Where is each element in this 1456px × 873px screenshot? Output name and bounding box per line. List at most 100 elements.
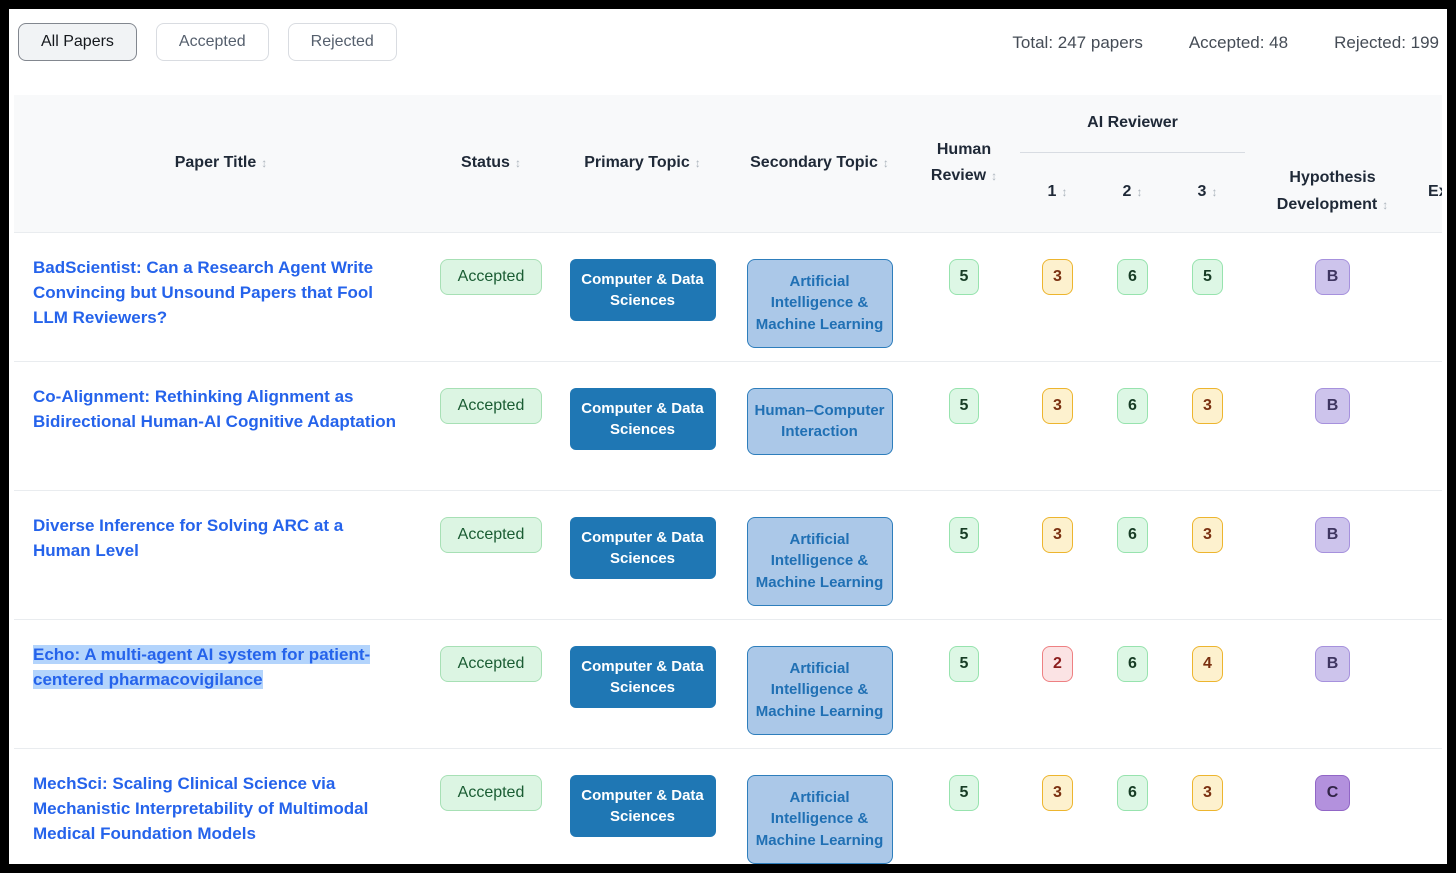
sort-icon: ↕ (1382, 197, 1389, 212)
ai-reviewer-2-score: 6 (1117, 774, 1148, 811)
stats-bar: Total: 247 papers Accepted: 48 Rejected:… (1012, 23, 1439, 53)
column-header-label: 3 (1197, 182, 1207, 200)
secondary-topic-badge: Artificial Intelligence & Machine Learni… (746, 645, 893, 735)
status-badge: Accepted (439, 516, 543, 553)
ai-reviewer-3-score: 5 (1192, 258, 1223, 295)
column-header-human-review[interactable]: Human Review ↕ (908, 95, 1020, 232)
accepted-stat: Accepted: 48 (1188, 33, 1289, 52)
sort-icon: ↕ (1136, 184, 1143, 199)
ai-reviewer-2-score: 6 (1117, 258, 1148, 295)
paper-title-link[interactable]: Co-Alignment: Rethinking Alignment as Bi… (33, 386, 396, 431)
primary-topic-badge: Computer & Data Sciences (569, 516, 716, 579)
ai-reviewer-1-score: 2 (1042, 645, 1073, 682)
column-header-status[interactable]: Status ↕ (428, 95, 554, 232)
table-row: BadScientist: Can a Research Agent Write… (14, 231, 1442, 362)
primary-topic-badge: Computer & Data Sciences (569, 258, 716, 321)
header-spacer (1420, 95, 1442, 152)
table-row: Echo: A multi-agent AI system for patien… (14, 619, 1442, 749)
column-header-label: Primary Topic (584, 154, 690, 172)
sort-icon: ↕ (882, 156, 889, 171)
ai-reviewer-2-score: 6 (1117, 645, 1148, 682)
sort-icon: ↕ (1211, 184, 1218, 199)
hypothesis-development-grade: B (1314, 645, 1351, 682)
column-header-primary-topic[interactable]: Primary Topic ↕ (554, 95, 731, 232)
column-header-ai-reviewer-1[interactable]: 1 ↕ (1020, 152, 1095, 232)
column-header-paper-title[interactable]: Paper Title ↕ (14, 95, 428, 232)
table-row: Co-Alignment: Rethinking Alignment as Bi… (14, 361, 1442, 491)
ai-reviewer-3-score: 3 (1192, 774, 1223, 811)
experiment-cell (1420, 748, 1442, 864)
papers-review-page: All Papers Accepted Rejected Total: 247 … (9, 9, 1447, 864)
secondary-topic-badge: Artificial Intelligence & Machine Learni… (746, 516, 893, 606)
hypothesis-development-grade: B (1314, 516, 1351, 553)
sort-icon: ↕ (261, 156, 268, 171)
column-header-experiment-truncated[interactable]: Ex (1420, 152, 1442, 232)
sort-icon: ↕ (1061, 184, 1068, 199)
ai-reviewer-3-score: 4 (1192, 645, 1223, 682)
status-badge: Accepted (439, 258, 543, 295)
paper-title-link[interactable]: Diverse Inference for Solving ARC at a H… (33, 515, 344, 560)
toolbar: All Papers Accepted Rejected Total: 247 … (9, 9, 1447, 95)
filter-accepted-button[interactable]: Accepted (155, 23, 269, 61)
human-review-score: 5 (948, 516, 980, 553)
experiment-cell (1420, 361, 1442, 491)
status-badge: Accepted (439, 774, 543, 811)
secondary-topic-badge: Artificial Intelligence & Machine Learni… (746, 258, 893, 348)
sort-icon: ↕ (514, 156, 521, 171)
column-header-label: Human Review (930, 140, 992, 185)
column-header-label: Ex (1428, 182, 1442, 200)
header-spacer (1245, 95, 1421, 152)
experiment-cell (1420, 231, 1442, 362)
column-header-label: Paper Title (174, 154, 257, 172)
column-header-label: 1 (1047, 182, 1057, 200)
status-badge: Accepted (439, 387, 543, 424)
column-header-ai-reviewer-3[interactable]: 3 ↕ (1170, 152, 1246, 232)
ai-reviewer-1-score: 3 (1042, 516, 1073, 553)
ai-reviewer-2-score: 6 (1117, 387, 1148, 424)
column-group-ai-reviewer: AI Reviewer (1020, 95, 1246, 153)
sort-icon: ↕ (694, 156, 701, 171)
column-header-ai-reviewer-2[interactable]: 2 ↕ (1095, 152, 1170, 232)
sort-icon: ↕ (991, 169, 998, 184)
column-group-label: AI Reviewer (1087, 114, 1178, 132)
ai-reviewer-3-score: 3 (1192, 387, 1223, 424)
papers-table-container: Paper Title ↕ Status ↕ Primary Topic ↕ Seco… (14, 95, 1442, 864)
hypothesis-development-grade: C (1314, 774, 1351, 811)
paper-title-link[interactable]: MechSci: Scaling Clinical Science via Me… (33, 773, 369, 843)
table-row: Diverse Inference for Solving ARC at a H… (14, 490, 1442, 620)
table-body: BadScientist: Can a Research Agent Write… (14, 231, 1442, 864)
ai-reviewer-1-score: 3 (1042, 258, 1073, 295)
paper-title-link[interactable]: BadScientist: Can a Research Agent Write… (33, 257, 374, 327)
column-header-label: Hypothesis Development (1276, 169, 1378, 213)
rejected-stat: Rejected: 199 (1334, 33, 1439, 52)
paper-title-link[interactable]: Echo: A multi-agent AI system for patien… (33, 644, 371, 689)
status-badge: Accepted (439, 645, 543, 682)
primary-topic-badge: Computer & Data Sciences (569, 387, 716, 450)
column-header-label: Secondary Topic (750, 154, 878, 172)
human-review-score: 5 (948, 258, 980, 295)
filter-group: All Papers Accepted Rejected (18, 23, 397, 61)
column-header-label: Status (461, 154, 510, 172)
ai-reviewer-1-score: 3 (1042, 774, 1073, 811)
primary-topic-badge: Computer & Data Sciences (569, 645, 716, 708)
column-header-label: 2 (1122, 182, 1132, 200)
table-header: Paper Title ↕ Status ↕ Primary Topic ↕ Seco… (14, 95, 1442, 232)
filter-rejected-button[interactable]: Rejected (287, 23, 397, 61)
ai-reviewer-3-score: 3 (1192, 516, 1223, 553)
human-review-score: 5 (948, 645, 980, 682)
secondary-topic-badge: Artificial Intelligence & Machine Learni… (746, 774, 893, 864)
primary-topic-badge: Computer & Data Sciences (569, 774, 716, 837)
column-header-hypothesis-development[interactable]: Hypothesis Development ↕ (1245, 152, 1421, 232)
hypothesis-development-grade: B (1314, 387, 1351, 424)
column-header-secondary-topic[interactable]: Secondary Topic ↕ (731, 95, 908, 232)
papers-table: Paper Title ↕ Status ↕ Primary Topic ↕ Seco… (14, 95, 1442, 864)
experiment-cell (1420, 619, 1442, 749)
filter-all-papers-button[interactable]: All Papers (18, 23, 137, 61)
experiment-cell (1420, 490, 1442, 620)
total-papers-stat: Total: 247 papers (1012, 33, 1143, 52)
human-review-score: 5 (948, 387, 980, 424)
hypothesis-development-grade: B (1314, 258, 1351, 295)
human-review-score: 5 (948, 774, 980, 811)
ai-reviewer-1-score: 3 (1042, 387, 1073, 424)
ai-reviewer-2-score: 6 (1117, 516, 1148, 553)
